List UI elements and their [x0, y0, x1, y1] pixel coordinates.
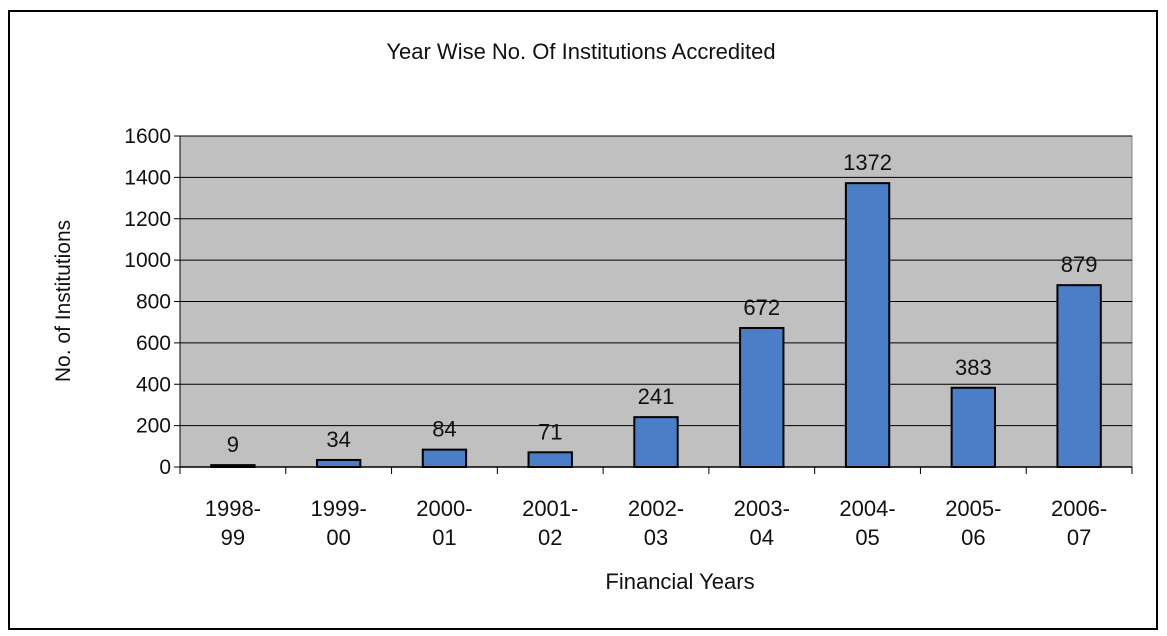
y-tick-label: 1400: [124, 166, 171, 189]
data-label: 241: [638, 384, 675, 409]
x-tick-label: 07: [1067, 525, 1091, 550]
y-tick-label: 1600: [124, 125, 171, 148]
data-label: 383: [955, 355, 992, 380]
y-axis-ticks: 0 200 400 600 800 1000 1200 1400 1600: [124, 125, 181, 479]
y-axis-title: No. of Institutions: [52, 220, 75, 382]
x-tick-label: 00: [326, 525, 350, 550]
x-tick-label: 1999-: [311, 496, 367, 521]
bar: [1056, 284, 1102, 468]
chart-title: Year Wise No. Of Institutions Accredited: [386, 39, 775, 64]
bar: [315, 458, 362, 468]
bars: [210, 182, 1102, 469]
y-tick-label: 1200: [124, 208, 171, 231]
x-tick-label: 03: [644, 525, 668, 550]
y-tick-label: 600: [136, 332, 171, 355]
x-tick-label: 02: [538, 525, 562, 550]
x-tick-label: 2002-: [628, 496, 684, 521]
x-tick-label: 2006-: [1051, 496, 1107, 521]
data-label: 879: [1061, 252, 1098, 277]
x-tick-label: 2000-: [416, 496, 472, 521]
x-tick-label: 2001-: [522, 496, 578, 521]
x-tick-label: 04: [750, 525, 774, 550]
data-label: 9: [227, 432, 239, 457]
y-tick-label: 400: [136, 373, 171, 396]
data-labels: 9 34 84 71 241 672 1372 383 879: [227, 150, 1098, 457]
x-tick-label: 05: [855, 525, 879, 550]
bar: [633, 416, 679, 469]
data-label: 71: [538, 419, 562, 444]
y-tick-label: 800: [136, 291, 171, 314]
data-label: 672: [743, 295, 780, 320]
data-label: 34: [326, 427, 350, 452]
data-label: 84: [432, 417, 456, 442]
x-tick-label: 1998-: [205, 496, 261, 521]
bar: [527, 451, 573, 469]
y-tick-label: 200: [136, 415, 171, 438]
bar: [844, 182, 891, 468]
x-tick-label: 99: [221, 525, 245, 550]
x-tick-label: 06: [961, 525, 985, 550]
bar: [739, 326, 785, 469]
bar: [950, 386, 997, 468]
gridlines: [180, 135, 1132, 427]
y-tick-label: 1000: [124, 249, 171, 272]
data-label: 1372: [843, 150, 892, 175]
x-tick-label: 2003-: [734, 496, 790, 521]
x-tick-label: 01: [432, 525, 456, 550]
x-axis-title: Financial Years: [605, 569, 754, 594]
x-axis-ticks: 1998- 99 1999- 00 2000- 01 2001- 02 2002- 03 2003-…: [179, 467, 1133, 550]
x-tick-label: 2004-: [839, 496, 895, 521]
x-tick-label: 2005-: [945, 496, 1001, 521]
bar: [421, 448, 468, 468]
y-tick-label: 0: [159, 456, 171, 479]
